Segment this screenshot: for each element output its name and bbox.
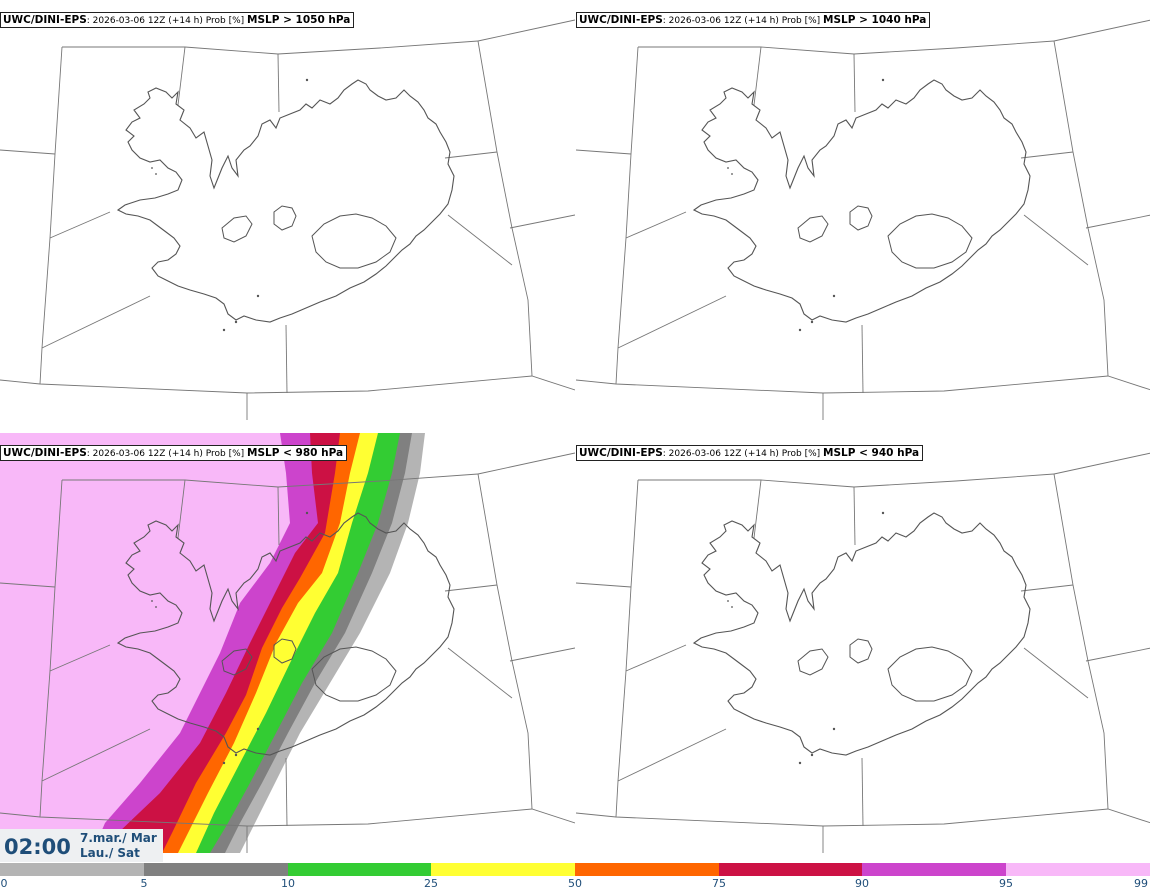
probability-shading (0, 433, 425, 853)
threshold-label: MSLP < 940 hPa (823, 447, 920, 459)
map-panel-mslp-lt-980: UWC/DINI-EPS: 2026-03-06 12Z (+14 h) Pro… (0, 433, 575, 853)
run-info: : 2026-03-06 12Z (+14 h) Prob [%] (86, 16, 248, 26)
model-name: UWC/DINI-EPS (579, 447, 663, 459)
map-canvas (0, 19, 575, 420)
model-name: UWC/DINI-EPS (3, 447, 87, 459)
panel-title: UWC/DINI-EPS: 2026-03-06 12Z (+14 h) Pro… (576, 445, 924, 461)
colorbar-label: 90 (855, 877, 869, 890)
map-canvas (576, 452, 1150, 853)
map-canvas (0, 433, 575, 853)
colorbar-label: 50 (568, 877, 582, 890)
map-canvas (576, 19, 1150, 420)
panel-title: UWC/DINI-EPS: 2026-03-06 12Z (+14 h) Pro… (0, 445, 348, 461)
threshold-label: MSLP > 1050 hPa (247, 14, 351, 26)
threshold-label: MSLP < 980 hPa (247, 447, 344, 459)
colorbar-segment-0 (0, 863, 144, 876)
colorbar-label: 10 (281, 877, 295, 890)
colorbar-segment-3 (431, 863, 575, 876)
map-panel-mslp-lt-940: UWC/DINI-EPS: 2026-03-06 12Z (+14 h) Pro… (576, 433, 1150, 853)
panel-title: UWC/DINI-EPS: 2026-03-06 12Z (+14 h) Pro… (576, 12, 931, 28)
colorbar-segment-7 (1006, 863, 1150, 876)
map-panel-mslp-gt-1040: UWC/DINI-EPS: 2026-03-06 12Z (+14 h) Pro… (576, 0, 1150, 420)
valid-time-box: 02:00 7.mar./ Mar Lau./ Sat (0, 829, 163, 862)
model-name: UWC/DINI-EPS (579, 14, 663, 26)
run-info: : 2026-03-06 12Z (+14 h) Prob [%] (662, 16, 824, 26)
panel-title: UWC/DINI-EPS: 2026-03-06 12Z (+14 h) Pro… (0, 12, 355, 28)
colorbar-segment-1 (144, 863, 288, 876)
valid-date-line-2: Lau./ Sat (80, 846, 140, 860)
run-info: : 2026-03-06 12Z (+14 h) Prob [%] (86, 449, 248, 459)
colorbar-label: 5 (140, 877, 148, 890)
colorbar-segment-5 (719, 863, 862, 876)
colorbar-label: 95 (999, 877, 1013, 890)
run-info: : 2026-03-06 12Z (+14 h) Prob [%] (662, 449, 824, 459)
colorbar-label: 25 (424, 877, 438, 890)
colorbar-label: 99 (1134, 877, 1148, 890)
threshold-label: MSLP > 1040 hPa (823, 14, 927, 26)
colorbar-label: 0 (0, 877, 8, 890)
colorbar-segment-2 (288, 863, 431, 876)
colorbar-label: 75 (712, 877, 726, 890)
colorbar: 0 5 10 25 50 75 90 95 99 (0, 863, 1150, 891)
colorbar-segment-6 (862, 863, 1006, 876)
valid-date-line-1: 7.mar./ Mar (80, 831, 157, 845)
map-panel-mslp-gt-1050: UWC/DINI-EPS: 2026-03-06 12Z (+14 h) Pro… (0, 0, 575, 420)
valid-time: 02:00 (4, 835, 71, 859)
model-name: UWC/DINI-EPS (3, 14, 87, 26)
colorbar-segment-4 (575, 863, 719, 876)
